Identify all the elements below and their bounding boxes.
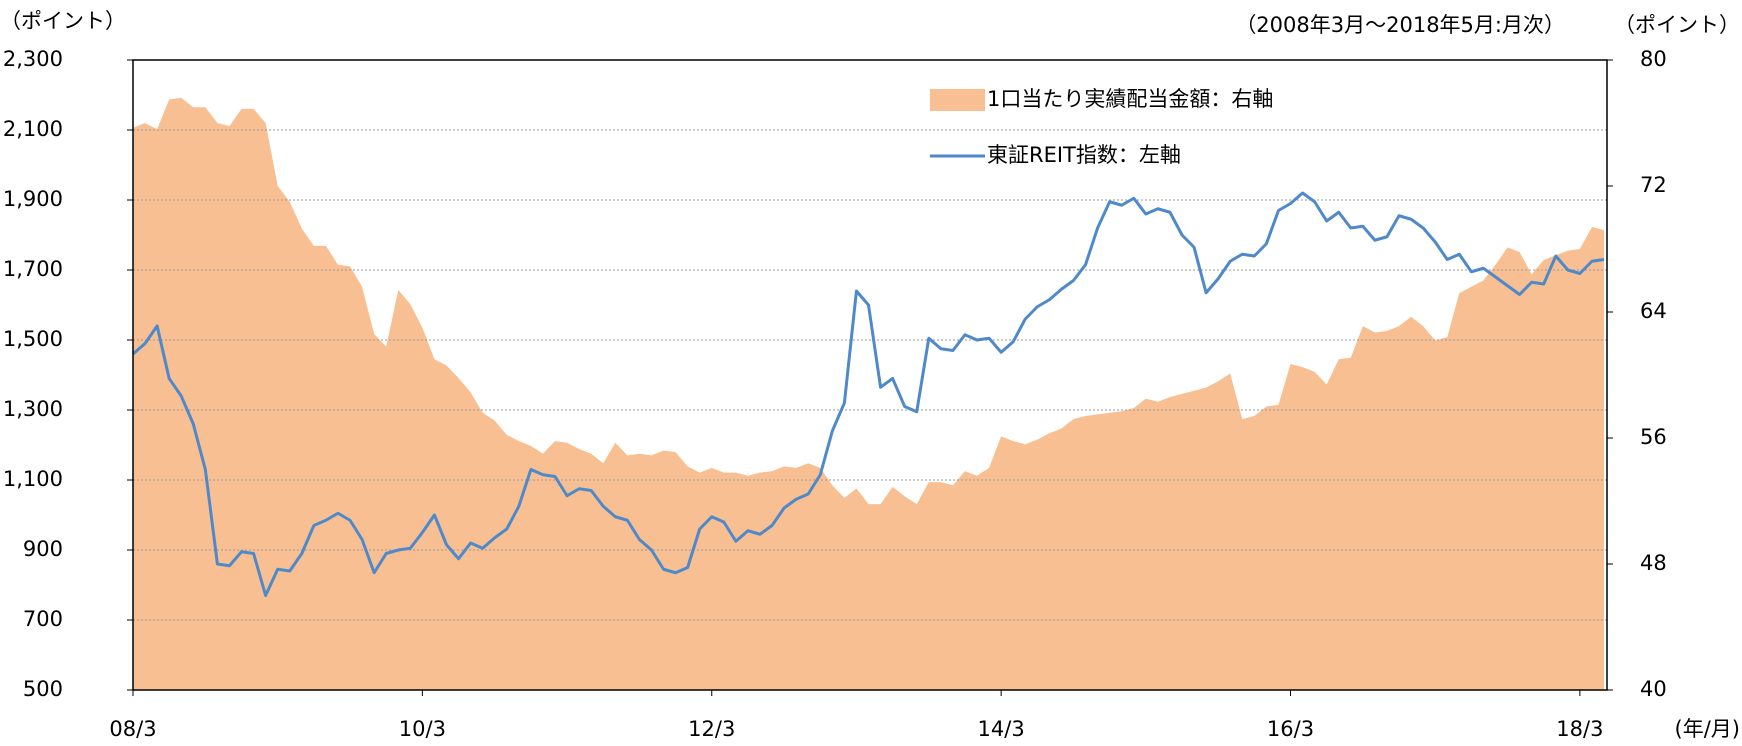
y2-tick-label: 72 — [1640, 173, 1667, 197]
y-tick-label: 2,300 — [3, 47, 63, 71]
y-tick-label: 1,900 — [3, 187, 63, 211]
y-tick-label: 1,300 — [3, 397, 63, 421]
y-tick-label: 500 — [23, 677, 63, 701]
legend-swatch — [930, 89, 985, 111]
plot-frame — [132, 59, 1608, 691]
legend-label: 1口当たり実績配当金額：右軸 — [987, 87, 1273, 111]
y-tick-label: 700 — [23, 607, 63, 631]
y-unit-label: （ポイント） — [0, 9, 126, 33]
y2-tick-label: 56 — [1640, 425, 1667, 449]
y-tick-label: 1,700 — [3, 257, 63, 281]
y2-tick-label: 80 — [1640, 47, 1667, 71]
line — [132, 191, 1605, 597]
y-tick-label: 1,100 — [3, 467, 63, 491]
area — [133, 97, 1604, 691]
y-tick-label: 2,100 — [3, 117, 63, 141]
legend-label: 東証REIT指数：左軸 — [987, 143, 1181, 167]
y2-tick-label: 48 — [1640, 551, 1667, 575]
x-tick-label: 14/3 — [978, 717, 1025, 741]
x-tick-label: 08/3 — [109, 717, 156, 741]
x-tick-label: 12/3 — [688, 717, 735, 741]
x-unit-label: (年/月) — [1675, 717, 1740, 741]
x-tick-label: 18/3 — [1556, 717, 1603, 741]
y2-tick-label: 40 — [1640, 677, 1667, 701]
x-tick-label: 16/3 — [1267, 717, 1314, 741]
y-tick-label: 900 — [23, 537, 63, 561]
y2-tick-label: 64 — [1640, 299, 1667, 323]
y-tick-label: 1,500 — [3, 327, 63, 351]
x-tick-label: 10/3 — [399, 717, 446, 741]
y2-unit-label: （ポイント） — [1614, 13, 1740, 37]
subtitle: （2008年3月～2018年5月:月次） — [1235, 13, 1565, 37]
